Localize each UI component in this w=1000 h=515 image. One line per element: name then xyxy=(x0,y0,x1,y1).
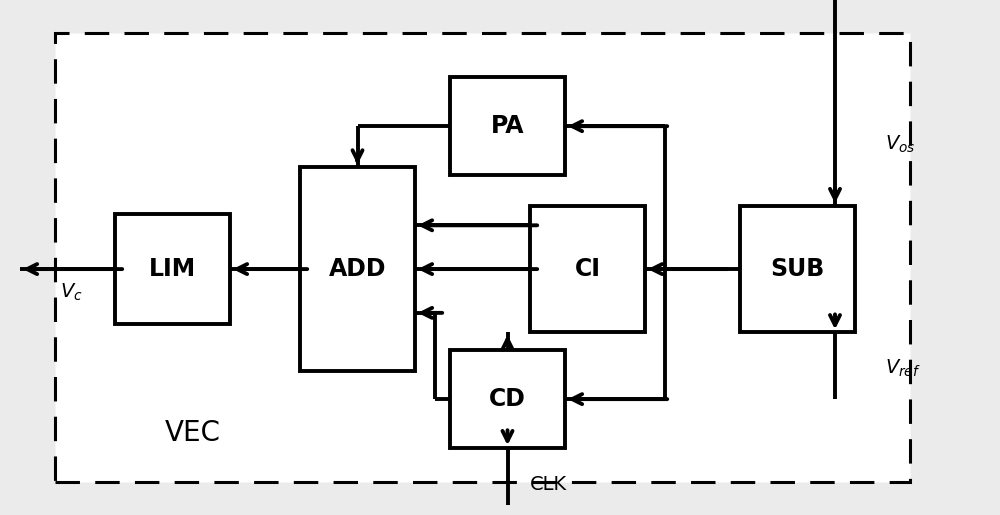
Text: CLK: CLK xyxy=(530,475,567,493)
Bar xyxy=(55,33,910,482)
Bar xyxy=(300,167,415,371)
Bar xyxy=(740,206,855,332)
Text: CD: CD xyxy=(489,387,526,411)
Text: VEC: VEC xyxy=(165,419,221,447)
Text: $V_{ref}$: $V_{ref}$ xyxy=(885,357,921,379)
Text: LIM: LIM xyxy=(149,257,196,281)
Bar xyxy=(115,214,230,324)
Text: $V_c$: $V_c$ xyxy=(60,282,83,303)
Text: $V_{os}$: $V_{os}$ xyxy=(885,133,916,155)
Text: ADD: ADD xyxy=(329,257,386,281)
Text: SUB: SUB xyxy=(770,257,825,281)
Bar xyxy=(530,206,645,332)
Bar xyxy=(450,350,565,448)
Text: PA: PA xyxy=(491,114,524,138)
Text: CI: CI xyxy=(574,257,600,281)
Bar xyxy=(450,77,565,175)
